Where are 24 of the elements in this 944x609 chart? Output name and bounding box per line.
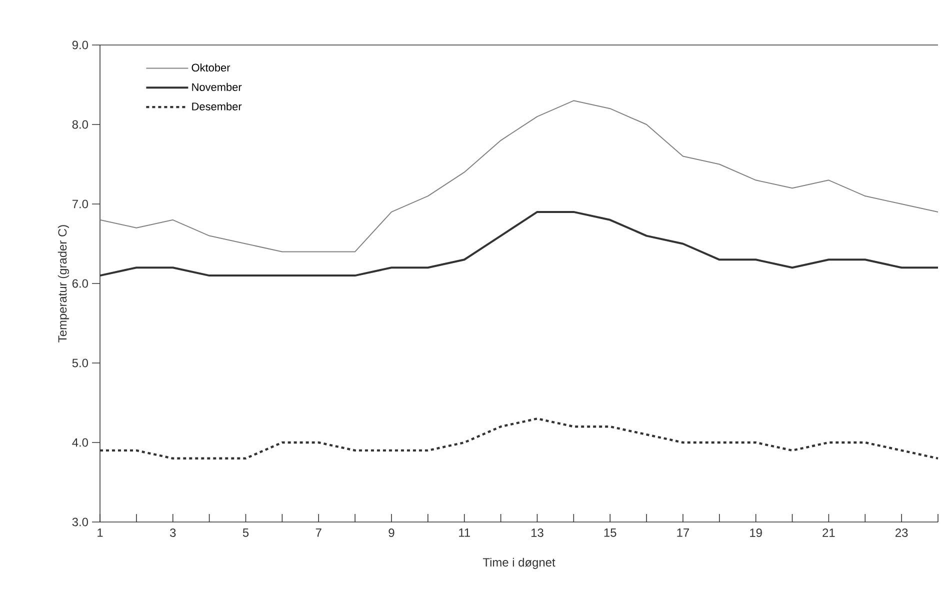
legend-label: Desember bbox=[192, 102, 242, 110]
y-tick-label: 6.0 bbox=[72, 279, 88, 288]
x-tick-label: 19 bbox=[750, 528, 762, 537]
x-tick-label: 17 bbox=[677, 528, 690, 537]
y-tick-label: 4.0 bbox=[72, 438, 88, 447]
legend-label: Oktober bbox=[192, 63, 230, 72]
y-tick-label: 9.0 bbox=[72, 40, 88, 50]
x-tick-label: 11 bbox=[459, 528, 470, 537]
legend-label: November bbox=[192, 82, 242, 91]
x-tick-label: 9 bbox=[388, 528, 394, 537]
y-tick-label: 3.0 bbox=[72, 518, 88, 526]
x-tick-label: 23 bbox=[896, 528, 908, 537]
x-tick-label: 1 bbox=[98, 528, 103, 537]
y-tick-label: 7.0 bbox=[72, 200, 88, 208]
x-tick-label: 5 bbox=[242, 528, 249, 537]
x-tick-label: 13 bbox=[531, 528, 544, 537]
y-tick-label: 5.0 bbox=[72, 358, 88, 368]
y-tick-label: 8.0 bbox=[72, 120, 88, 129]
x-tick-label: 3 bbox=[170, 528, 176, 537]
x-tick-label: 15 bbox=[604, 528, 616, 537]
x-tick-label: 7 bbox=[316, 528, 322, 537]
y-axis-title: Temperatur (grader C) bbox=[58, 225, 70, 342]
x-axis-title: Time i døgnet bbox=[482, 558, 556, 569]
x-tick-label: 21 bbox=[822, 528, 835, 537]
